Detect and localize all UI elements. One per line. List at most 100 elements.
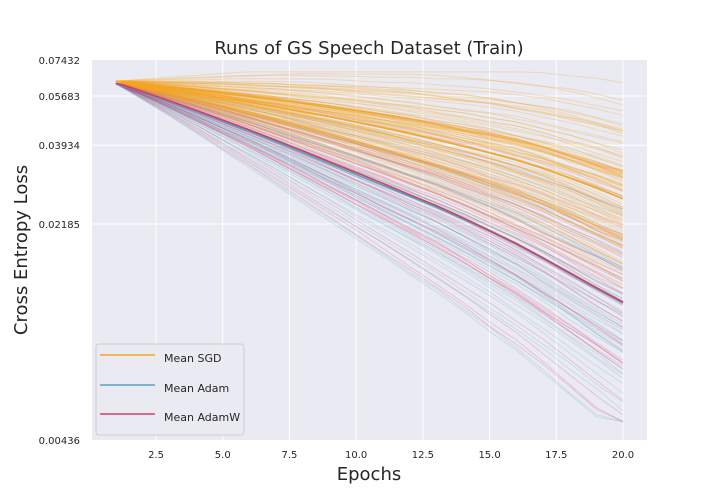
run-line [115,80,624,168]
run-line [115,82,624,247]
run-line [115,80,624,263]
run-line [115,80,624,273]
run-line [115,80,624,183]
run-line [115,82,624,235]
run-line [115,80,624,171]
run-line [115,82,624,280]
run-line [115,80,624,178]
run-line [115,83,624,423]
run-line [115,80,624,238]
y-tick-labels: 0.00436 0.02185 0.03934 0.05683 0.07432 [39,56,80,447]
run-line [115,80,624,191]
run-line [115,80,624,159]
chart-title: Runs of GS Speech Dataset (Train) [214,38,523,59]
run-line [115,80,624,237]
run-line [115,80,624,172]
run-line [115,83,624,375]
run-line [115,80,624,151]
run-line [115,80,624,174]
run-line [115,80,624,197]
run-line [115,83,624,352]
run-line [115,83,624,379]
run-line [115,82,624,271]
run-line [115,80,624,116]
run-line [115,80,624,240]
run-line [115,80,624,191]
run-line [115,80,624,226]
run-line [115,80,624,264]
run-line [115,80,624,125]
run-line [115,80,624,172]
run-line [115,80,624,208]
run-line [115,82,624,365]
run-line [115,80,624,247]
run-line [115,82,624,289]
run-line [115,80,624,178]
run-line [115,83,624,423]
run-line [115,82,624,192]
run-line [115,80,624,127]
run-line [115,80,624,282]
run-line [115,80,624,214]
legend-label-adam: Mean Adam [164,382,229,395]
run-line [115,80,624,185]
run-line [115,83,624,242]
run-line [115,82,624,361]
y-axis-label: Cross Entropy Loss [11,165,32,335]
run-line [115,80,624,143]
x-tick-label: 15.0 [478,450,500,461]
run-line [115,83,624,272]
run-line [115,80,624,248]
run-line [115,80,624,187]
legend-label-adamw: Mean AdamW [164,411,240,424]
run-line [115,80,624,239]
run-line [115,83,624,318]
run-line [115,80,624,256]
run-line [115,83,624,329]
run-line [115,80,624,132]
run-line [115,80,624,213]
run-line [115,80,624,178]
run-line [115,80,624,282]
run-line [115,82,624,286]
x-tick-label: 12.5 [412,450,434,461]
run-line [115,82,624,345]
run-line [115,83,624,376]
run-line [115,83,624,384]
run-line [115,80,624,238]
run-line [115,74,624,106]
run-line [115,83,624,351]
legend-box [95,343,245,436]
run-line [115,83,624,354]
run-line [115,83,624,341]
run-line [115,80,624,193]
run-line [115,82,624,210]
run-line [115,80,624,238]
run-line [115,80,624,154]
run-line [115,80,624,158]
run-line [115,82,624,331]
run-line [115,83,624,325]
legend: Mean SGD Mean Adam Mean AdamW [95,343,245,436]
run-line [115,80,624,175]
run-line [115,80,624,225]
run-line [115,80,624,242]
x-tick-label: 7.5 [281,450,297,461]
run-line [115,83,624,306]
run-line [115,83,624,334]
run-line [115,82,624,347]
y-tick-label: 0.07432 [39,56,80,67]
run-line [115,80,624,171]
run-line [115,82,624,255]
run-line [115,83,624,246]
run-line [115,80,624,134]
run-line [115,83,624,347]
run-line [115,82,624,416]
run-line [115,82,624,282]
run-line [115,80,624,168]
x-tick-label: 17.5 [545,450,567,461]
run-line [115,82,624,370]
run-line [115,83,624,342]
run-line [115,80,624,221]
